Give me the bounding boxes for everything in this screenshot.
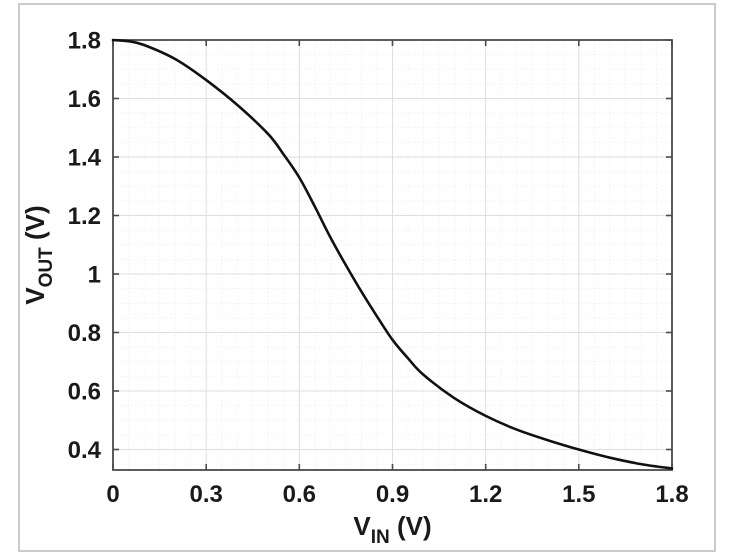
x-tick-label: 1.2 [469,481,502,508]
y-tick-label: 1.8 [68,28,101,55]
x-axis-label-subscript: IN [370,527,390,548]
x-axis-label-symbol: V [353,511,371,541]
y-tick-label: 1.2 [68,203,101,230]
x-tick-label: 0.9 [376,481,409,508]
y-tick-label: 0.8 [68,320,101,347]
x-tick-label: 0.3 [190,481,223,508]
vtc-curve [111,38,674,470]
x-axis-label: VIN (V) [113,511,672,549]
vtc-chart-svg: 0 0.3 0.6 0.9 1.2 1.5 1.8 0.4 0.6 0.8 1 1.2 1.4 1.6 1.… [68,28,689,509]
y-tick-label: 0.6 [68,379,101,406]
x-tick-label: 1.8 [655,481,688,508]
y-tick-label: 1 [88,262,101,289]
axes-box [112,39,673,471]
x-tick-label: 0 [106,481,119,508]
x-axis-label-unit: (V) [389,511,432,541]
y-tick-labels: 0.4 0.6 0.8 1 1.2 1.4 1.6 1.8 [68,28,102,465]
x-tick-label: 1.5 [562,481,595,508]
y-axis-label-subscript: OUT [36,247,57,288]
y-axis-label: VOUT (V) [20,205,58,304]
y-tick-label: 0.4 [68,437,102,464]
major-gridlines [112,39,673,470]
x-tick-label: 0.6 [283,481,316,508]
y-tick-label: 1.6 [68,86,101,113]
x-tick-labels: 0 0.3 0.6 0.9 1.2 1.5 1.8 [106,481,688,508]
y-tick-label: 1.4 [68,145,102,172]
y-axis-label-unit: (V) [20,205,50,248]
y-axis-label-symbol: V [20,287,50,305]
plot-panel: 0 0.3 0.6 0.9 1.2 1.5 1.8 0.4 0.6 0.8 1 1.2 1.4 1.6 1.… [18,3,716,552]
